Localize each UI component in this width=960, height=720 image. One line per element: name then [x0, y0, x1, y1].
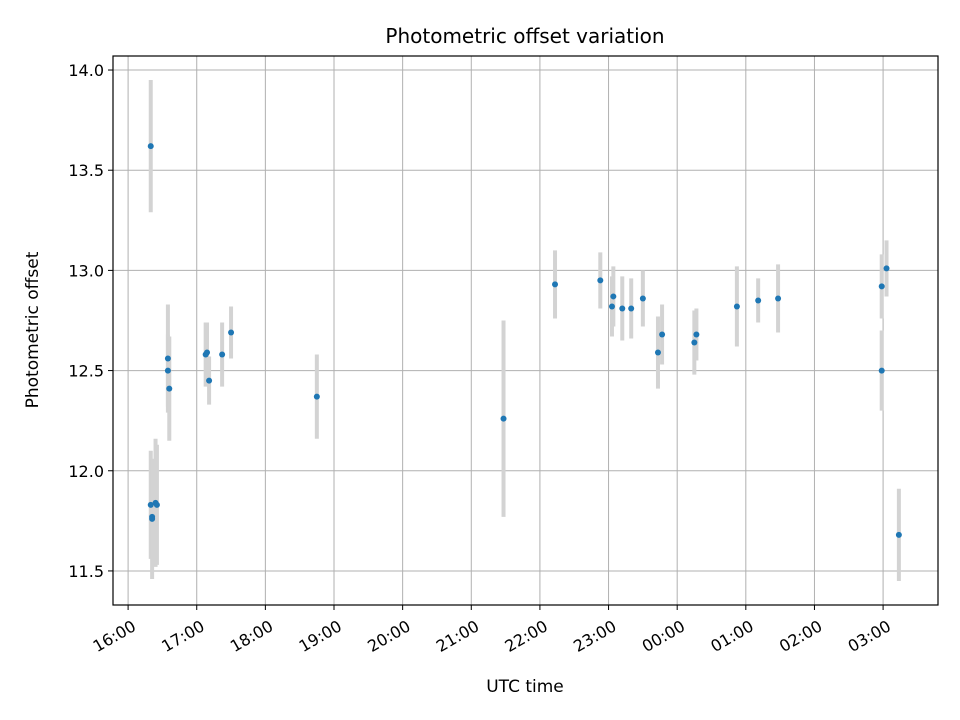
data-point [639, 295, 646, 302]
data-point [228, 329, 235, 336]
data-point [149, 515, 156, 522]
data-point [691, 339, 698, 346]
data-point [628, 305, 635, 312]
y-axis-label: Photometric offset [23, 251, 43, 408]
data-point [895, 531, 902, 538]
y-tick-label: 12.5 [68, 362, 104, 381]
data-point [883, 265, 890, 272]
data-point [619, 305, 626, 312]
y-tick-label: 13.5 [68, 161, 104, 180]
data-point [153, 501, 160, 508]
data-point [610, 293, 617, 300]
x-axis-label: UTC time [486, 677, 564, 697]
data-point [693, 331, 700, 338]
data-point [733, 303, 740, 310]
data-point [204, 349, 211, 356]
data-point [755, 297, 762, 304]
data-point [500, 415, 507, 422]
y-tick-label: 13.0 [68, 261, 104, 280]
data-point [219, 351, 226, 358]
data-point [166, 385, 173, 392]
y-axis: 11.5 12.0 12.5 13.0 13.5 14.0 [68, 61, 113, 581]
data-point [608, 303, 615, 310]
data-point [654, 349, 661, 356]
data-point [164, 367, 171, 374]
y-tick-label: 12.0 [68, 462, 104, 481]
data-point [878, 283, 885, 290]
data-point [878, 367, 885, 374]
data-point [313, 393, 320, 400]
data-point [164, 355, 171, 362]
y-tick-label: 11.5 [68, 562, 104, 581]
chart-title: Photometric offset variation [385, 24, 664, 48]
data-point [552, 281, 559, 288]
data-point [597, 277, 604, 284]
plot-frame [112, 55, 939, 606]
grid [113, 56, 938, 605]
data-point [775, 295, 782, 302]
data-point [147, 143, 154, 150]
data-point [206, 377, 213, 384]
y-tick-label: 14.0 [68, 61, 104, 80]
data-points [147, 143, 902, 538]
data-point [659, 331, 666, 338]
data-point [147, 501, 154, 508]
